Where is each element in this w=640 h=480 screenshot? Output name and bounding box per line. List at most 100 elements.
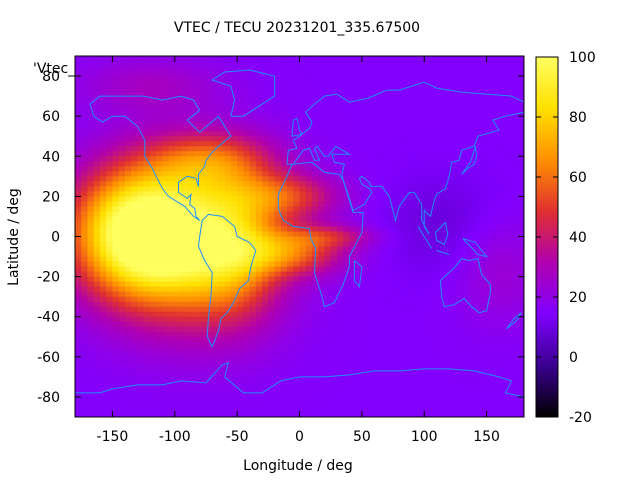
heatmap-cell	[218, 206, 226, 212]
heatmap-cell	[205, 266, 213, 272]
heatmap-cell	[355, 381, 363, 388]
heatmap-cell	[255, 176, 263, 182]
heatmap-cell	[442, 66, 450, 72]
heatmap-cell	[424, 331, 431, 338]
heatmap-cell	[212, 301, 219, 308]
heatmap-cell	[486, 306, 494, 313]
heatmap-cell	[424, 141, 431, 147]
heatmap-cell	[243, 266, 251, 272]
heatmap-cell	[81, 241, 88, 247]
heatmap-cell	[474, 306, 481, 313]
heatmap-cell	[268, 376, 275, 383]
heatmap-cell	[499, 176, 506, 182]
heatmap-cell	[149, 141, 157, 147]
heatmap-cell	[343, 326, 350, 333]
heatmap-cell	[330, 356, 338, 363]
heatmap-cell	[262, 176, 269, 182]
heatmap-cell	[93, 81, 101, 87]
heatmap-cell	[243, 276, 251, 283]
heatmap-cell	[112, 236, 120, 242]
heatmap-cell	[417, 126, 425, 132]
heatmap-cell	[81, 66, 88, 72]
heatmap-cell	[393, 346, 400, 353]
heatmap-cell	[287, 191, 294, 197]
heatmap-cell	[112, 241, 120, 247]
heatmap-cell	[405, 291, 413, 298]
heatmap-cell	[230, 61, 238, 67]
heatmap-cell	[355, 286, 363, 293]
heatmap-cell	[280, 131, 288, 137]
heatmap-cell	[274, 146, 282, 152]
heatmap-cell	[262, 381, 269, 388]
heatmap-cell	[181, 206, 188, 212]
heatmap-cell	[349, 211, 357, 217]
heatmap-cell	[106, 236, 113, 242]
heatmap-cell	[411, 91, 419, 97]
heatmap-cell	[411, 311, 419, 318]
heatmap-cell	[386, 56, 394, 62]
heatmap-cell	[517, 156, 525, 162]
heatmap-cell	[305, 96, 313, 102]
heatmap-cell	[417, 256, 425, 262]
heatmap-cell	[411, 266, 419, 272]
heatmap-cell	[243, 86, 251, 92]
heatmap-cell	[405, 81, 413, 87]
heatmap-cell	[280, 281, 288, 288]
heatmap-cell	[87, 366, 95, 373]
heatmap-cell	[405, 146, 413, 152]
heatmap-cell	[106, 231, 113, 237]
heatmap-cell	[137, 161, 144, 167]
heatmap-cell	[87, 71, 95, 77]
heatmap-cell	[218, 156, 226, 162]
heatmap-cell	[137, 346, 144, 353]
heatmap-cell	[467, 231, 475, 237]
heatmap-cell	[181, 76, 188, 82]
heatmap-cell	[349, 161, 357, 167]
heatmap-cell	[187, 61, 194, 67]
heatmap-cell	[368, 391, 375, 398]
heatmap-cell	[87, 56, 95, 62]
heatmap-cell	[75, 401, 82, 408]
heatmap-cell	[81, 161, 88, 167]
heatmap-cell	[411, 111, 419, 117]
heatmap-cell	[399, 131, 406, 137]
heatmap-cell	[230, 241, 238, 247]
heatmap-cell	[99, 321, 107, 328]
heatmap-cell	[336, 286, 344, 293]
heatmap-cell	[374, 76, 381, 82]
heatmap-cell	[75, 236, 82, 242]
heatmap-cell	[480, 281, 487, 288]
heatmap-cell	[517, 261, 525, 267]
heatmap-cell	[243, 221, 251, 227]
heatmap-cell	[517, 76, 525, 82]
heatmap-cell	[474, 371, 481, 378]
heatmap-cell	[81, 141, 88, 147]
heatmap-cell	[380, 366, 388, 373]
heatmap-cell	[480, 96, 487, 102]
heatmap-cell	[417, 326, 425, 333]
heatmap-cell	[287, 71, 294, 77]
heatmap-cell	[374, 171, 381, 177]
heatmap-cell	[511, 326, 519, 333]
heatmap-cell	[174, 86, 182, 92]
heatmap-cell	[411, 86, 419, 92]
heatmap-cell	[505, 171, 512, 177]
heatmap-cell	[212, 111, 219, 117]
heatmap-cell	[274, 346, 282, 353]
heatmap-cell	[237, 86, 244, 92]
heatmap-cell	[330, 196, 338, 202]
heatmap-cell	[131, 211, 138, 217]
heatmap-cell	[474, 171, 481, 177]
heatmap-cell	[149, 216, 157, 222]
heatmap-cell	[517, 291, 525, 298]
heatmap-cell	[330, 306, 338, 313]
heatmap-cell	[517, 186, 525, 192]
heatmap-cell	[274, 396, 282, 403]
heatmap-cell	[430, 241, 438, 247]
heatmap-cell	[174, 231, 182, 237]
heatmap-cell	[455, 306, 463, 313]
heatmap-cell	[399, 251, 406, 257]
heatmap-cell	[374, 131, 381, 137]
heatmap-cell	[442, 81, 450, 87]
heatmap-cell	[511, 141, 519, 147]
